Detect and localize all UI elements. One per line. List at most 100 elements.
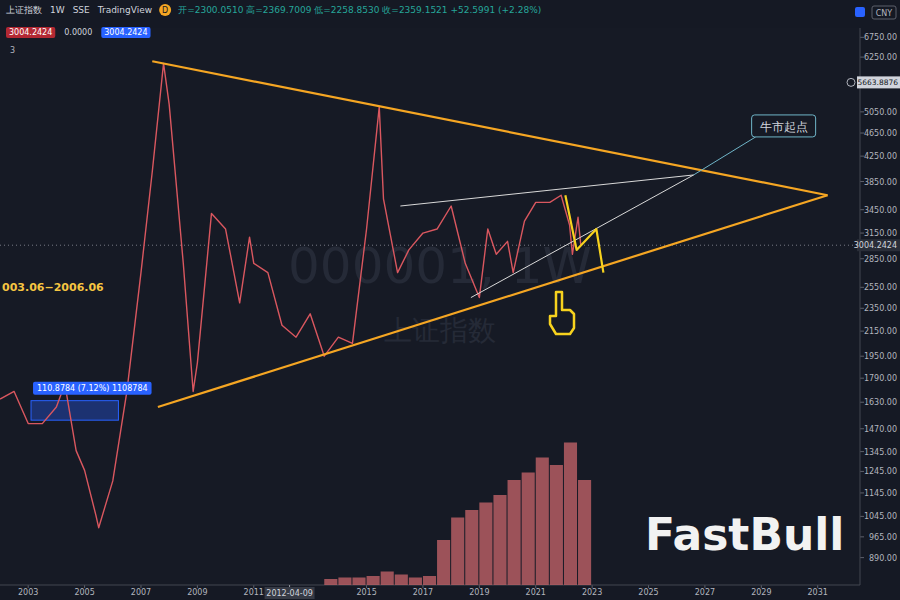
- y-tick-label: 2550.00: [864, 283, 897, 292]
- x-tick-label: 2015: [356, 588, 376, 597]
- price-line: [0, 63, 581, 527]
- x-tick-label: 2029: [751, 588, 771, 597]
- y-tick: [860, 557, 864, 558]
- volume-bar: [508, 480, 521, 585]
- y-tick-label: 2850.00: [864, 255, 897, 264]
- background: [0, 0, 900, 600]
- indicator-value: 3004.2424: [9, 28, 52, 37]
- y-tick-label: 1045.00: [864, 512, 897, 521]
- volume-bar: [352, 578, 365, 586]
- interval: 1W: [50, 5, 65, 15]
- volume-bar: [423, 576, 436, 585]
- badge: [159, 4, 171, 16]
- volume-bar: [395, 575, 408, 586]
- callout-line: [694, 137, 756, 175]
- range-text: 003.06−2006.06: [2, 281, 104, 294]
- symbol: 上证指数: [6, 5, 42, 15]
- y-tick-label: 4650.00: [864, 129, 897, 138]
- sync-icon: [855, 7, 865, 17]
- y-tick-label: 1790.00: [864, 374, 897, 383]
- x-tick-label: 2031: [808, 588, 828, 597]
- data-group: [0, 61, 860, 585]
- x-tick-label: 2019: [469, 588, 489, 597]
- exchange: SSE: [73, 5, 90, 15]
- y-tick-label: 3450.00: [864, 206, 897, 215]
- volume-bar: [578, 480, 591, 585]
- chart: 000001, 1W上证指数6750.006250.005050.004650.…: [0, 0, 900, 600]
- marker-price-box: [857, 76, 900, 88]
- callout-box: [752, 115, 816, 137]
- volume-bar: [381, 572, 394, 586]
- y-tick-label: 965.00: [869, 533, 897, 542]
- trend-line: [158, 195, 828, 407]
- measure-label-box: [33, 382, 152, 395]
- measure-label: 110.8784 (7.12%) 1108784: [37, 384, 148, 393]
- hand-icon: [550, 292, 574, 334]
- trend-line: [152, 61, 827, 195]
- y-tick-label: 6250.00: [864, 53, 897, 62]
- volume-bar: [564, 443, 577, 586]
- crosshair-box: [265, 587, 315, 599]
- y-tick-label: 1345.00: [864, 448, 897, 457]
- volume-bar: [437, 540, 450, 585]
- y-tick-label: 4250.00: [864, 152, 897, 161]
- source: TradingView: [97, 5, 152, 15]
- measure-box: [31, 401, 118, 421]
- y-tick-label: 1470.00: [864, 425, 897, 434]
- volume-bar: [522, 473, 535, 586]
- indicator-value: 0.0000: [64, 28, 92, 37]
- volume-bar: [338, 578, 351, 586]
- volume-bar: [536, 458, 549, 586]
- trend-line: [400, 175, 693, 206]
- plot-area: [0, 28, 860, 585]
- y-tick-label: 5050.00: [864, 108, 897, 117]
- volume-bar: [324, 579, 337, 585]
- indicator-box: [6, 27, 55, 38]
- indicator-count: 3: [10, 46, 15, 55]
- volume-bar: [479, 503, 492, 586]
- y-tick-label: 6750.00: [864, 33, 897, 42]
- y-axis-line: [860, 28, 861, 585]
- x-tick-label: 2005: [74, 588, 94, 597]
- crosshair-label: 2012-04-09: [266, 589, 313, 598]
- ohlc: 开=2300.0510 高=2369.7009 低=2258.8530 收=23…: [178, 5, 541, 15]
- y-tick-label: 1145.00: [864, 489, 897, 498]
- x-tick-label: 2027: [695, 588, 715, 597]
- indicator-box: [101, 27, 150, 38]
- y-tick-label: 3150.00: [864, 229, 897, 238]
- hand-shape: [550, 292, 574, 334]
- volume-bar: [493, 495, 506, 585]
- x-tick-label: 2009: [187, 588, 207, 597]
- badge-text: D: [162, 6, 168, 15]
- y-tick-label: 1245.00: [864, 467, 897, 476]
- trend-line: [471, 175, 694, 298]
- y-tick-label: 2350.00: [864, 304, 897, 313]
- y-tick-label: 2150.00: [864, 327, 897, 336]
- x-tick-label: 2003: [18, 588, 38, 597]
- x-tick-label: 2025: [638, 588, 658, 597]
- x-tick-label: 2023: [582, 588, 602, 597]
- currency: CNY: [876, 9, 893, 18]
- currency-box: [872, 6, 896, 19]
- x-tick-label: 2007: [131, 588, 151, 597]
- y-tick-label: 1950.00: [864, 352, 897, 361]
- marker-price-label: 5663.8876: [857, 78, 898, 87]
- volume-bar: [465, 510, 478, 585]
- x-tick-label: 2017: [413, 588, 433, 597]
- last-price-label: 3004.2424: [854, 241, 897, 250]
- logo: FastBull: [645, 509, 844, 560]
- volume-bar: [451, 518, 464, 586]
- volume-bar: [409, 578, 422, 586]
- trend-line: [565, 195, 603, 272]
- indicator-value: 3004.2424: [104, 28, 147, 37]
- last-price-line: [0, 245, 860, 246]
- volume-bar: [367, 576, 380, 585]
- callout-text: 牛市起点: [760, 120, 808, 134]
- y-tick-label: 1630.00: [864, 398, 897, 407]
- marker-icon: [847, 78, 855, 86]
- x-tick-label: 2021: [526, 588, 546, 597]
- y-tick-label: 3850.00: [864, 178, 897, 187]
- x-tick-label: 2011: [244, 588, 264, 597]
- y-tick-label: 890.00: [869, 554, 897, 563]
- y-tick: [860, 536, 864, 537]
